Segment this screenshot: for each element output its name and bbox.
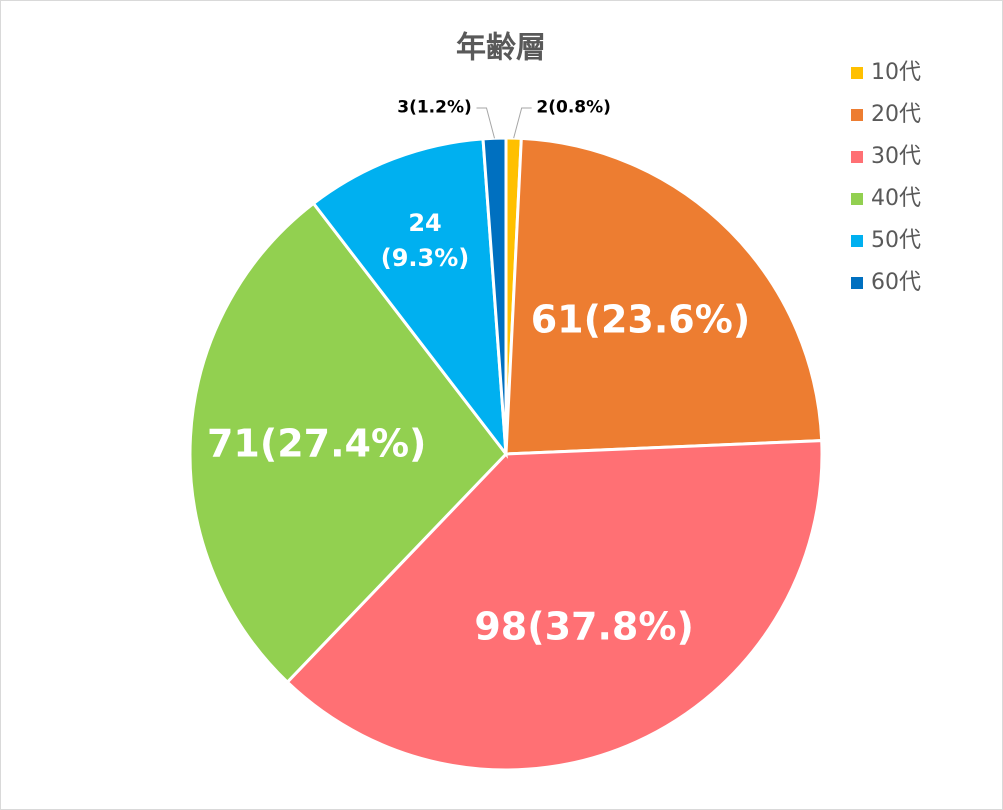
legend-label: 10代 [871,60,921,85]
legend-swatch [851,193,863,205]
data-label: 71(27.4%) [206,421,427,466]
legend-label: 40代 [871,186,921,211]
legend-swatch [851,109,863,121]
leader-line [476,107,495,139]
pie-slice [285,439,824,772]
chart-title: 年齢層 [456,31,546,66]
data-label: 61(23.6%) [530,297,751,342]
pie-slice [481,136,508,455]
data-label: 3(1.2%) [397,97,472,118]
legend-label: 30代 [871,144,921,169]
pie-slice [311,137,508,459]
data-label: 24 (9.3%) [380,209,470,273]
legend-swatch [851,277,863,289]
pie-slice [504,136,824,456]
legend-label: 60代 [871,270,921,295]
legend-swatch [851,151,863,163]
legend-swatch [851,67,863,79]
legend-label: 50代 [871,228,921,253]
data-label: 98(37.8%) [474,604,694,649]
legend-swatch [851,235,863,247]
legend-label: 20代 [871,102,921,127]
data-label: 2(0.8%) [536,97,611,118]
pie-slice [188,201,508,685]
leader-line [513,107,532,139]
